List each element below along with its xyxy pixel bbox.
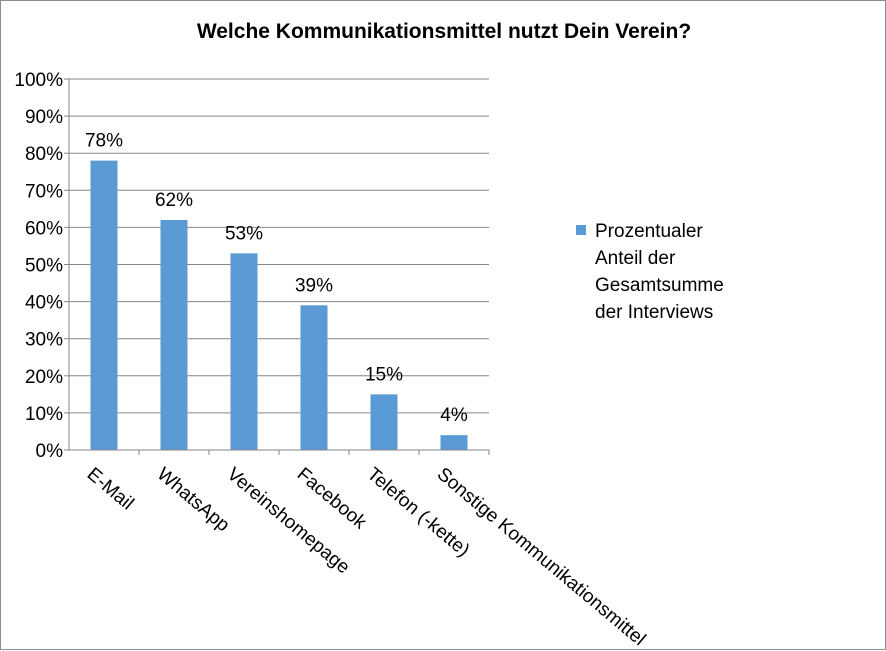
y-tick-label: 0% (36, 441, 64, 462)
y-tick-label: 10% (25, 404, 63, 425)
bar-4 (300, 305, 328, 450)
data-label: 39% (295, 275, 333, 296)
x-category-label: WhatsApp (153, 464, 234, 536)
y-tick-label: 30% (25, 330, 63, 351)
data-label: 53% (225, 223, 263, 244)
bar-2 (160, 219, 188, 450)
data-labels: 78% 62% 53% 39% 15% 4% (85, 131, 468, 427)
bar-6 (440, 435, 468, 450)
gridlines (69, 78, 489, 414)
x-category-label: Vereinshomepage (223, 464, 354, 579)
data-label: 62% (155, 190, 193, 211)
x-category-label: Sonstige Kommunikationsmittel (433, 464, 650, 650)
legend-label: Prozentualer Anteil der Gesamtsumme der Int… (595, 221, 724, 323)
data-label: 78% (85, 131, 123, 152)
data-label: 15% (365, 364, 403, 385)
x-category-label: E-Mail (83, 464, 138, 515)
bar-5 (370, 394, 398, 450)
y-tick-label: 70% (25, 181, 63, 202)
y-tick-label: 90% (25, 107, 63, 128)
bars (90, 160, 468, 450)
y-tick-label: 80% (25, 144, 63, 165)
y-tick-label: 40% (25, 293, 63, 314)
y-tick-label: 50% (25, 256, 63, 277)
bar-3 (230, 253, 258, 450)
legend: Prozentualer Anteil der Gesamtsumme der Int… (576, 221, 724, 323)
chart-title: Welche Kommunikationsmittel nutzt Dein V… (197, 20, 691, 43)
data-label: 4% (440, 405, 468, 426)
y-tick-label: 60% (25, 218, 63, 239)
y-tick-label: 20% (25, 367, 63, 388)
y-axis-ticks: 0% 10% 20% 30% 40% 50% 60% 70% 80% 90% 100% (14, 70, 69, 462)
bar-1 (90, 160, 118, 450)
legend-swatch (576, 225, 586, 235)
y-tick-label: 100% (14, 70, 63, 91)
x-axis-categories: E-Mail WhatsAppVereinshomepageFacebookTel… (83, 450, 650, 650)
